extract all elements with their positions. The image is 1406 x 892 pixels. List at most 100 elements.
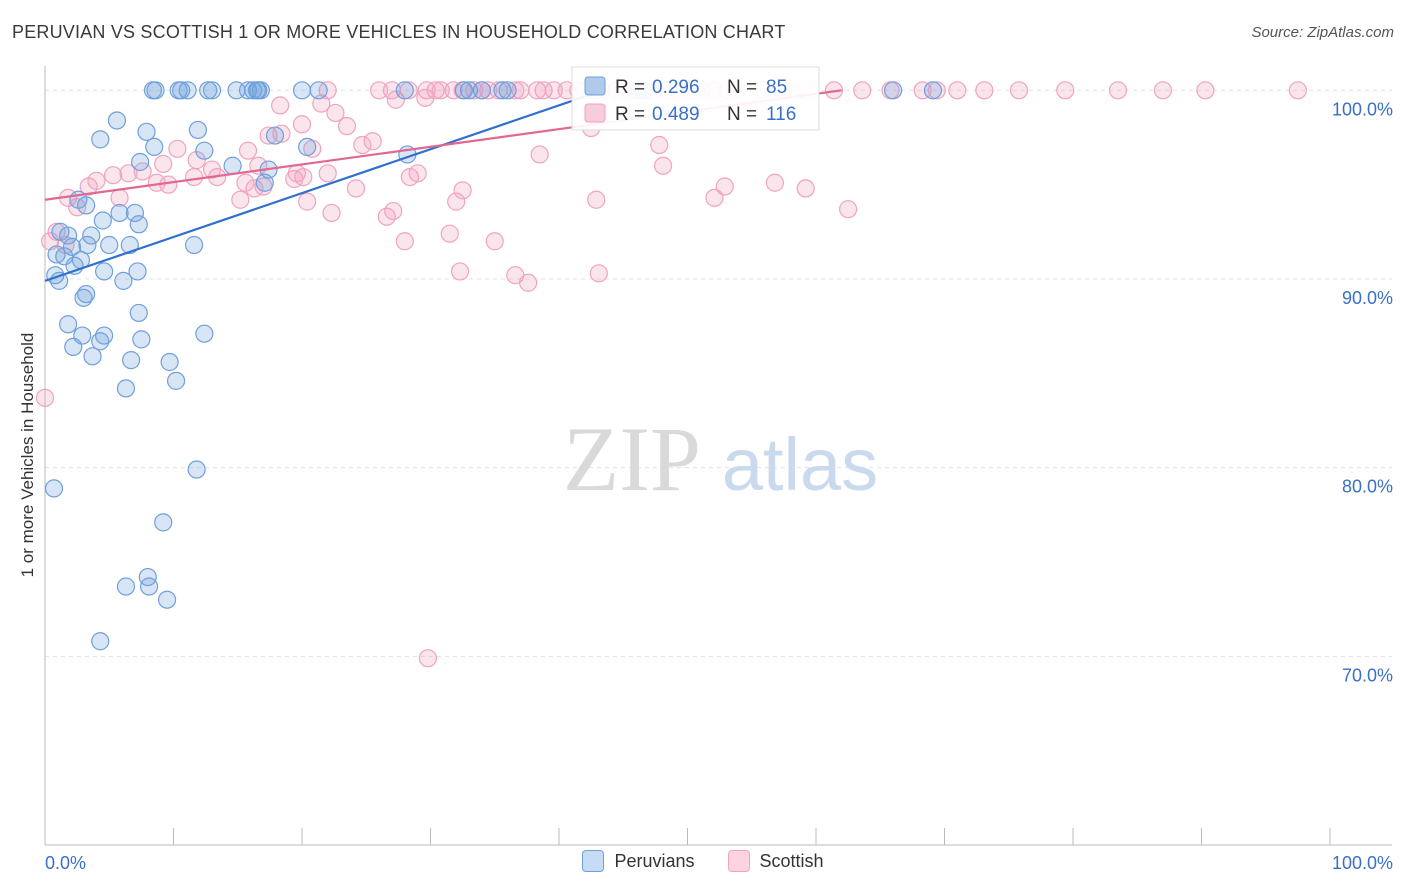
peruvian-point <box>82 226 101 245</box>
source-label: Source: ZipAtlas.com <box>1251 24 1394 41</box>
peruvian-point <box>64 337 83 356</box>
scottish-point <box>271 96 290 115</box>
peruvian-point <box>202 81 222 100</box>
scottish-point <box>440 224 459 243</box>
scottish-point <box>353 135 372 155</box>
scottish-point <box>447 192 466 211</box>
scottish-point <box>519 273 538 292</box>
peruvian-point <box>128 262 147 281</box>
peruvian-point <box>91 332 110 351</box>
axes <box>44 66 1392 846</box>
legend-item-peruvians[interactable]: Peruvians <box>582 850 695 872</box>
scottish-point <box>298 192 317 211</box>
scottish-point <box>322 203 341 223</box>
legend-label-scottish: Scottish <box>759 850 824 871</box>
scottish-point <box>238 141 258 160</box>
scottish-point <box>231 190 250 209</box>
peruvian-stats-swatch <box>584 76 606 96</box>
scottish-n-label: N = <box>727 104 757 125</box>
peruvian-point <box>91 632 110 651</box>
peruvian-r-value: 0.296 <box>652 77 700 98</box>
scottish-point <box>544 81 563 100</box>
bottom-legend: Peruvians Scottish <box>0 850 1406 877</box>
peruvian-point <box>160 352 179 372</box>
peruvian-point <box>120 235 139 255</box>
scottish-point <box>395 232 414 251</box>
peruvian-point <box>184 235 204 255</box>
peruvians-swatch <box>582 850 605 872</box>
scottish-point <box>416 88 435 107</box>
scottish-point <box>975 81 994 100</box>
scottish-point <box>839 200 858 219</box>
watermark-atlas: atlas <box>722 423 878 506</box>
legend-label-peruvians: Peruvians <box>614 850 695 871</box>
peruvian-point <box>498 81 517 100</box>
peruvian-point <box>114 271 133 290</box>
scottish-point <box>530 145 549 164</box>
scottish-point <box>408 164 427 183</box>
scottish-point <box>948 81 967 100</box>
peruvian-point <box>157 590 177 609</box>
scottish-point <box>110 188 129 207</box>
legend-item-scottish[interactable]: Scottish <box>727 850 824 872</box>
scottish-point <box>534 81 553 100</box>
peruvian-point <box>309 81 328 100</box>
scottish-point <box>245 179 264 198</box>
scottish-point <box>431 81 450 100</box>
scottish-point <box>370 81 389 100</box>
peruvian-point <box>129 303 148 323</box>
scottish-point <box>1196 81 1215 100</box>
scottish-point <box>913 81 932 100</box>
scottish-point <box>287 164 306 183</box>
peruvian-point <box>459 81 479 100</box>
scottish-point <box>479 81 498 100</box>
peruvian-point <box>62 237 82 257</box>
scottish-point <box>68 198 87 217</box>
peruvian-point <box>178 81 197 100</box>
peruvian-point <box>91 130 110 149</box>
scottish-point <box>236 173 255 192</box>
scottish-point <box>927 81 946 100</box>
peruvian-point <box>244 81 263 100</box>
peruvian-point <box>121 351 141 370</box>
peruvian-point <box>298 137 317 157</box>
scottish-point <box>853 81 872 100</box>
peruvian-point <box>251 81 270 100</box>
scottish-stats-swatch <box>584 103 606 123</box>
peruvian-point <box>255 173 274 192</box>
peruvian-point <box>195 141 214 160</box>
peruvian-point <box>172 81 191 100</box>
x-tick-label-max: 100.0% <box>1332 853 1393 873</box>
y-tick-label: 100.0% <box>1332 99 1393 119</box>
chart-title: PERUVIAN VS SCOTTISH 1 OR MORE VEHICLES … <box>12 22 786 42</box>
x-tick-label-min: 0.0% <box>45 853 86 873</box>
peruvian-point <box>154 513 173 532</box>
peruvian-point <box>195 324 214 343</box>
peruvian-point <box>199 81 218 100</box>
scottish-point <box>589 264 608 283</box>
peruvian-point <box>77 196 96 215</box>
scottish-point <box>1288 81 1307 100</box>
peruvian-point <box>223 156 242 175</box>
peruvian-point <box>110 203 129 223</box>
peruvian-point <box>454 81 474 100</box>
peruvian-point <box>146 81 165 100</box>
scottish-point <box>35 388 55 407</box>
peruvian-point <box>116 379 136 398</box>
scottish-point <box>168 139 187 158</box>
scottish-point <box>453 181 472 200</box>
scottish-point <box>326 103 345 123</box>
peruvian-point <box>138 567 157 587</box>
scottish-point <box>272 124 291 143</box>
peruvian-point <box>472 81 491 100</box>
peruvian-point <box>238 81 258 100</box>
scottish-n-value: 116 <box>766 104 796 125</box>
y-tick-label: 90.0% <box>1342 288 1393 308</box>
peruvian-point <box>74 288 93 307</box>
scottish-point <box>1056 81 1075 100</box>
peruvian-point <box>95 262 114 281</box>
peruvian-n-value: 85 <box>766 77 787 98</box>
scottish-point <box>653 156 673 175</box>
peruvian-point <box>139 577 159 596</box>
peruvian-point <box>292 81 312 100</box>
